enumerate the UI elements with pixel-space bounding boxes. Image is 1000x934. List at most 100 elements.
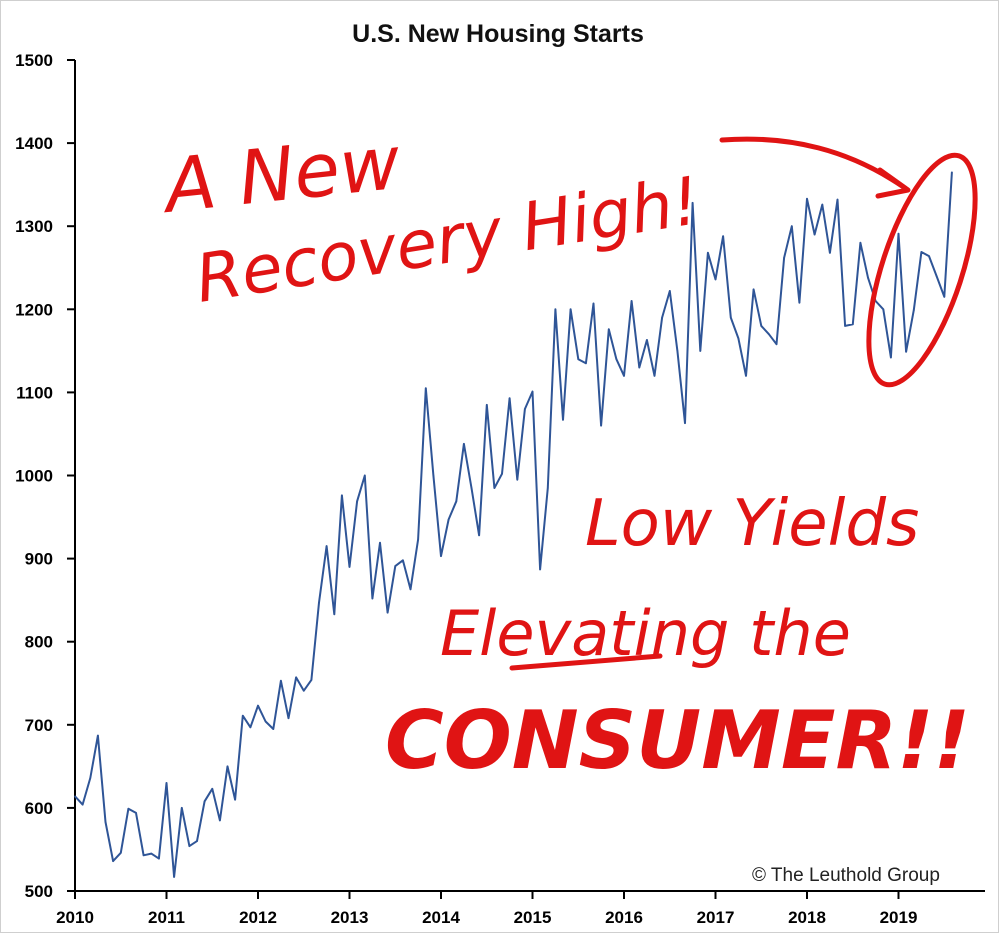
data-point bbox=[97, 734, 99, 737]
data-point bbox=[181, 807, 183, 809]
plot-area bbox=[74, 171, 953, 878]
data-point bbox=[562, 419, 564, 421]
x-tick-label: 2013 bbox=[331, 908, 369, 927]
data-point bbox=[524, 408, 526, 410]
data-point bbox=[760, 325, 763, 327]
data-point bbox=[531, 390, 534, 393]
data-point bbox=[768, 333, 770, 336]
data-point bbox=[272, 728, 275, 730]
data-point bbox=[592, 302, 595, 305]
series-line bbox=[74, 172, 953, 878]
data-point bbox=[447, 518, 450, 521]
data-point bbox=[226, 765, 229, 768]
data-point bbox=[539, 568, 541, 571]
data-point bbox=[211, 788, 214, 790]
data-point bbox=[920, 251, 923, 253]
data-point bbox=[219, 819, 221, 822]
data-point bbox=[897, 232, 900, 235]
data-point bbox=[775, 343, 778, 346]
data-point bbox=[867, 276, 869, 279]
data-point bbox=[905, 350, 907, 353]
y-tick-label: 1200 bbox=[15, 300, 53, 319]
data-point bbox=[364, 474, 366, 477]
data-point bbox=[280, 680, 282, 682]
data-point bbox=[951, 171, 953, 173]
data-point bbox=[173, 876, 175, 878]
data-point bbox=[203, 800, 206, 803]
data-point bbox=[730, 316, 732, 319]
x-tick-label: 2010 bbox=[56, 908, 94, 927]
data-point bbox=[547, 487, 549, 489]
y-tick-label: 600 bbox=[25, 799, 53, 818]
data-point bbox=[844, 325, 846, 327]
data-point bbox=[791, 225, 793, 227]
data-point bbox=[89, 777, 92, 779]
data-point bbox=[386, 611, 389, 614]
arrow-to-high bbox=[719, 136, 908, 191]
data-point bbox=[882, 308, 885, 311]
data-point bbox=[653, 375, 656, 377]
data-point bbox=[325, 545, 328, 547]
data-point bbox=[913, 309, 915, 311]
data-point bbox=[501, 473, 503, 475]
data-point bbox=[935, 275, 938, 277]
data-point bbox=[104, 821, 107, 823]
x-tick-label: 2019 bbox=[880, 908, 918, 927]
data-point bbox=[623, 375, 625, 377]
data-point bbox=[432, 474, 435, 477]
data-point bbox=[615, 358, 618, 361]
data-point bbox=[249, 726, 252, 729]
data-point bbox=[600, 424, 602, 427]
data-point bbox=[630, 300, 633, 302]
data-point bbox=[318, 601, 320, 604]
data-point bbox=[569, 308, 572, 311]
data-point bbox=[379, 542, 381, 544]
data-point bbox=[135, 812, 137, 814]
data-point bbox=[264, 720, 267, 723]
data-point bbox=[577, 358, 580, 361]
data-point bbox=[852, 323, 854, 326]
data-point bbox=[821, 203, 824, 206]
data-point bbox=[669, 290, 671, 292]
data-point bbox=[188, 845, 191, 847]
annotation-low-yields: Low Yields bbox=[585, 487, 919, 561]
data-point bbox=[608, 328, 610, 331]
data-point bbox=[402, 559, 404, 562]
highlight-circle bbox=[866, 152, 978, 388]
data-point bbox=[486, 404, 488, 406]
data-point bbox=[928, 255, 930, 257]
data-point bbox=[722, 235, 724, 237]
data-point bbox=[310, 679, 313, 681]
data-point bbox=[470, 487, 473, 489]
y-tick-label: 700 bbox=[25, 716, 53, 735]
data-point bbox=[142, 854, 145, 857]
data-point bbox=[341, 494, 343, 497]
data-point bbox=[348, 566, 351, 568]
x-tick-label: 2016 bbox=[605, 908, 643, 927]
data-point bbox=[508, 397, 511, 400]
data-point bbox=[333, 613, 336, 616]
data-point bbox=[120, 852, 122, 854]
data-point bbox=[417, 538, 419, 541]
data-point bbox=[676, 350, 679, 352]
data-point bbox=[699, 350, 702, 352]
data-point bbox=[287, 717, 290, 719]
data-point bbox=[806, 198, 808, 200]
data-point bbox=[745, 375, 747, 377]
data-point bbox=[242, 714, 244, 717]
data-point bbox=[127, 807, 130, 810]
data-point bbox=[112, 860, 114, 862]
annotation-consumer: CONSUMER!! bbox=[385, 694, 970, 787]
y-tick-label: 1000 bbox=[15, 467, 53, 486]
data-point bbox=[440, 555, 442, 557]
x-tick-label: 2018 bbox=[788, 908, 826, 927]
data-point bbox=[691, 202, 694, 204]
data-point bbox=[859, 242, 862, 244]
data-point bbox=[661, 316, 663, 319]
data-point bbox=[356, 500, 358, 503]
elevating-underline bbox=[509, 653, 663, 671]
data-point bbox=[783, 257, 785, 259]
arrow-head bbox=[875, 167, 911, 199]
data-point bbox=[684, 422, 686, 424]
